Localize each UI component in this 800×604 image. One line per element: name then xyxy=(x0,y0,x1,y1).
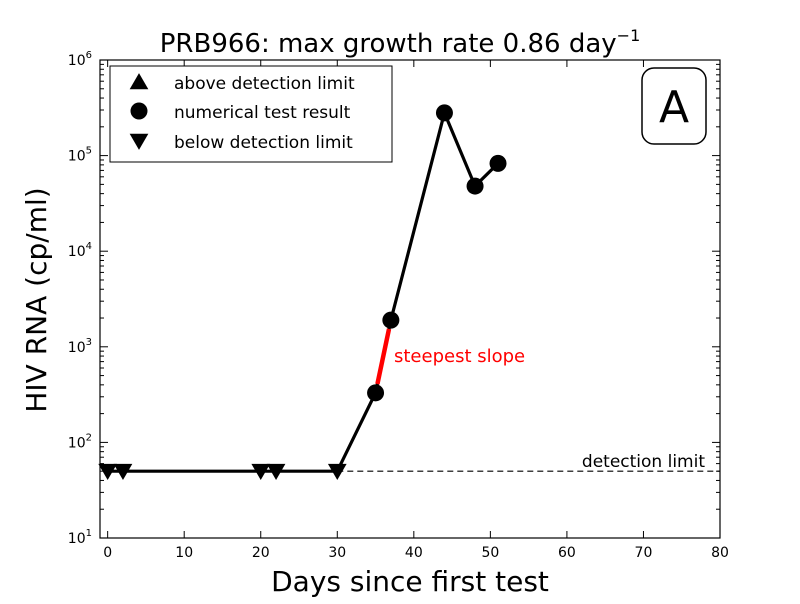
x-tick-label: 10 xyxy=(175,545,193,561)
panel-label-box: A xyxy=(641,67,707,145)
legend: above detection limit numerical test res… xyxy=(109,65,393,163)
y-tick-label: 103 xyxy=(68,337,92,356)
plot-area xyxy=(98,59,721,539)
y-tick-label: 104 xyxy=(68,241,92,260)
y-tick-label: 106 xyxy=(68,50,92,69)
chart-title-exponent: −1 xyxy=(617,26,641,45)
x-axis-label: Days since first test xyxy=(271,565,549,598)
panel-label: A xyxy=(659,82,689,133)
detection-limit-label: detection limit xyxy=(582,452,705,472)
legend-marker-triangle-down xyxy=(129,133,149,150)
chart-title: PRB966: max growth rate 0.86 day−1 xyxy=(160,26,641,59)
legend-box xyxy=(109,65,393,163)
data-point-5 xyxy=(367,384,385,402)
x-tick-label: 0 xyxy=(103,545,112,561)
y-axis-label: HIV RNA (cp/ml) xyxy=(20,187,53,412)
x-tick-label: 80 xyxy=(711,545,729,561)
series-line xyxy=(107,107,500,473)
legend-label-above: above detection limit xyxy=(174,74,355,94)
data-point-6 xyxy=(382,311,400,329)
x-tick-label: 70 xyxy=(635,545,653,561)
y-tick-label: 101 xyxy=(68,528,92,547)
data-point-7 xyxy=(435,104,453,122)
y-tick-label: 102 xyxy=(68,432,92,451)
data-point-3 xyxy=(266,463,286,481)
data-point-2 xyxy=(251,463,271,481)
x-tick-label: 60 xyxy=(558,545,576,561)
x-tick-label: 40 xyxy=(405,545,423,561)
data-point-0 xyxy=(98,463,118,481)
data-point-1 xyxy=(113,463,133,481)
legend-marker-circle xyxy=(130,102,148,120)
legend-marker-triangle-up xyxy=(129,73,149,90)
data-point-8 xyxy=(466,177,484,195)
data-point-9 xyxy=(489,154,507,172)
plot-frame xyxy=(99,59,721,539)
y-tick-label: 105 xyxy=(68,146,92,165)
chart-title-main: PRB966: max growth rate 0.86 day xyxy=(160,29,617,59)
x-tick-label: 30 xyxy=(328,545,346,561)
legend-label-numerical: numerical test result xyxy=(174,103,351,123)
data-point-4 xyxy=(327,463,347,481)
x-tick-label: 20 xyxy=(252,545,270,561)
legend-label-below: below detection limit xyxy=(174,133,353,153)
steepest-slope-segment xyxy=(375,328,392,385)
x-tick-label: 50 xyxy=(481,545,499,561)
steepest-slope-label: steepest slope xyxy=(394,346,525,367)
